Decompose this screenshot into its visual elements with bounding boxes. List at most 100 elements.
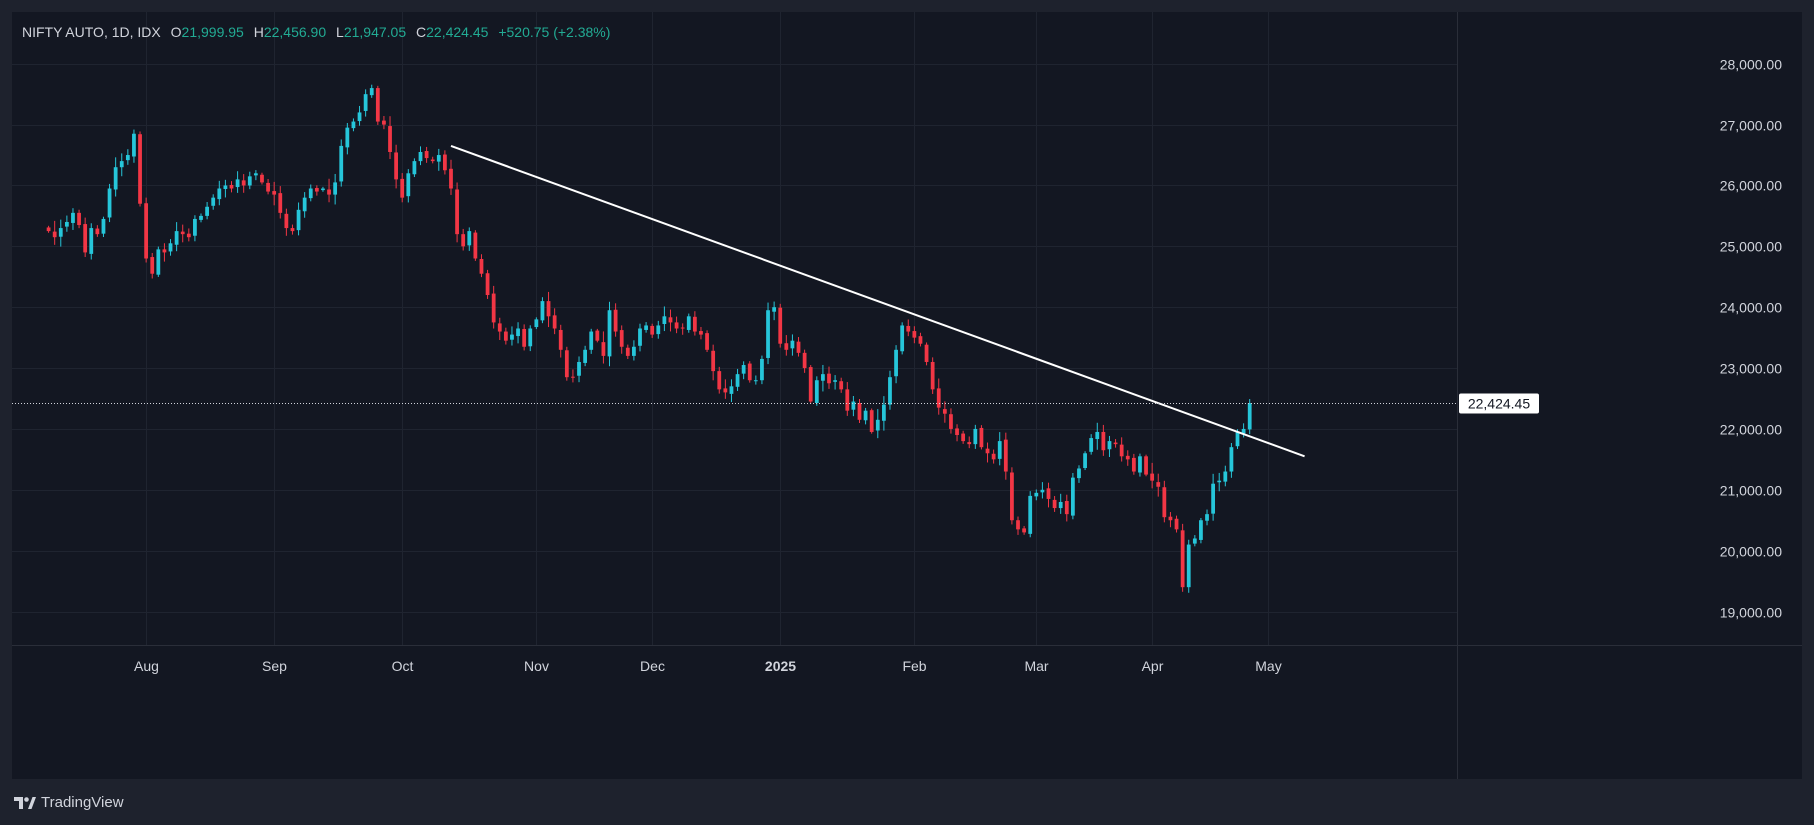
candle[interactable] — [619, 325, 624, 354]
candle[interactable] — [46, 225, 51, 233]
candle[interactable] — [64, 215, 69, 232]
candle[interactable] — [95, 225, 100, 237]
candle[interactable] — [699, 326, 703, 340]
candle[interactable] — [772, 301, 777, 321]
candle[interactable] — [961, 430, 966, 444]
candle[interactable] — [1205, 509, 1209, 526]
candle[interactable] — [924, 342, 929, 366]
candle[interactable] — [1217, 472, 1222, 492]
candle[interactable] — [284, 208, 289, 236]
candle[interactable] — [656, 320, 661, 339]
candle[interactable] — [266, 179, 270, 195]
candle[interactable] — [888, 370, 892, 410]
candle[interactable] — [1125, 450, 1130, 466]
candle[interactable] — [979, 425, 984, 450]
candle[interactable] — [1003, 432, 1008, 480]
candle[interactable] — [1107, 435, 1112, 457]
candle[interactable] — [321, 186, 325, 192]
candle[interactable] — [589, 328, 594, 354]
candle[interactable] — [967, 436, 972, 449]
candle[interactable] — [552, 308, 557, 335]
candle[interactable] — [363, 89, 368, 117]
candle[interactable] — [168, 239, 173, 256]
candle[interactable] — [260, 172, 264, 185]
candle[interactable] — [229, 181, 234, 193]
candle[interactable] — [1247, 399, 1252, 435]
candle[interactable] — [747, 361, 752, 383]
candle[interactable] — [1028, 491, 1033, 538]
candle[interactable] — [997, 432, 1002, 466]
candle[interactable] — [540, 297, 545, 324]
candle[interactable] — [479, 254, 484, 278]
candle[interactable] — [729, 379, 734, 403]
candle[interactable] — [491, 285, 496, 329]
candle[interactable] — [790, 334, 795, 356]
candle[interactable] — [406, 169, 411, 203]
candle[interactable] — [272, 181, 277, 206]
candle[interactable] — [388, 116, 392, 160]
candle[interactable] — [985, 442, 990, 463]
candle[interactable] — [217, 180, 222, 206]
candle[interactable] — [1016, 516, 1020, 535]
candle[interactable] — [83, 217, 88, 258]
candle[interactable] — [455, 182, 459, 243]
candle[interactable] — [936, 378, 941, 415]
tradingview-brand[interactable]: TradingView — [14, 794, 124, 811]
candle[interactable] — [144, 197, 149, 263]
candle[interactable] — [1119, 437, 1124, 462]
candle[interactable] — [247, 171, 252, 190]
candle[interactable] — [510, 326, 514, 346]
candle[interactable] — [223, 179, 228, 198]
candle[interactable] — [906, 319, 911, 337]
candle[interactable] — [595, 328, 600, 343]
candle[interactable] — [857, 398, 862, 424]
candle[interactable] — [851, 395, 856, 417]
candle[interactable] — [253, 170, 258, 181]
candle[interactable] — [516, 322, 520, 344]
candle[interactable] — [705, 330, 709, 353]
candle[interactable] — [162, 243, 167, 262]
candle[interactable] — [918, 332, 923, 347]
candle[interactable] — [1034, 489, 1039, 501]
candle[interactable] — [625, 344, 630, 360]
candle[interactable] — [1046, 482, 1051, 508]
candle[interactable] — [424, 146, 429, 163]
candle[interactable] — [1064, 494, 1069, 522]
candle[interactable] — [449, 159, 453, 195]
candle[interactable] — [412, 158, 417, 178]
candle[interactable] — [955, 424, 959, 442]
candle[interactable] — [942, 401, 947, 423]
candle[interactable] — [369, 84, 374, 98]
candle[interactable] — [278, 186, 283, 219]
candle[interactable] — [339, 139, 344, 187]
candle[interactable] — [875, 409, 880, 439]
candle[interactable] — [436, 148, 441, 171]
candle[interactable] — [1223, 465, 1228, 487]
candle[interactable] — [583, 345, 588, 367]
candle[interactable] — [741, 361, 746, 380]
candle[interactable] — [638, 323, 642, 352]
candle[interactable] — [296, 202, 301, 236]
candle[interactable] — [717, 366, 722, 394]
candle[interactable] — [333, 173, 338, 205]
candle[interactable] — [674, 316, 679, 334]
candle[interactable] — [77, 209, 81, 229]
candle[interactable] — [711, 344, 716, 381]
candle[interactable] — [235, 171, 240, 193]
candle[interactable] — [644, 322, 648, 333]
candle[interactable] — [1229, 443, 1234, 478]
candle[interactable] — [193, 215, 197, 242]
candle[interactable] — [89, 223, 94, 260]
candle[interactable] — [119, 153, 124, 177]
candle[interactable] — [1052, 496, 1057, 512]
candle[interactable] — [1095, 422, 1100, 450]
candle[interactable] — [601, 331, 606, 364]
candle[interactable] — [308, 184, 313, 202]
candle[interactable] — [503, 327, 508, 345]
candle[interactable] — [1058, 493, 1063, 514]
candle[interactable] — [668, 309, 673, 332]
candle[interactable] — [808, 365, 813, 404]
candle[interactable] — [375, 85, 380, 125]
candle[interactable] — [632, 340, 636, 361]
candle[interactable] — [125, 149, 130, 165]
